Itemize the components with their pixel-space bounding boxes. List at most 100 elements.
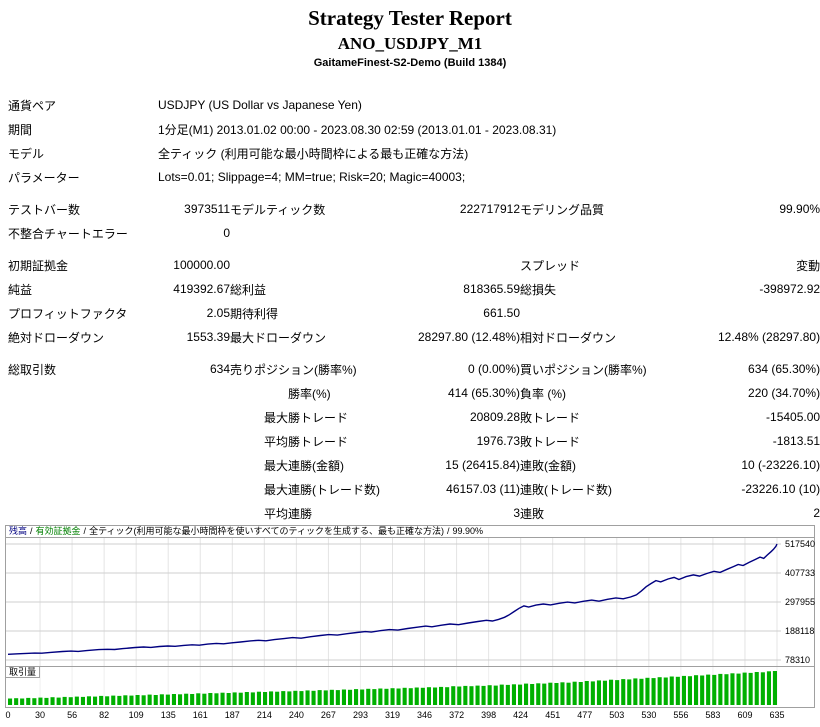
- consec-losses-count-value: -23226.10 (10): [741, 482, 820, 496]
- legend-separator: /: [83, 526, 87, 536]
- spacer-row: [8, 245, 820, 253]
- grossloss-value: -398972.92: [759, 282, 820, 296]
- avg-profit-label: 勝トレード: [288, 434, 349, 449]
- balance-curve: [6, 538, 781, 666]
- avg-consec-wins-label: 連勝: [288, 506, 313, 521]
- y-axis-label: 517540: [785, 539, 816, 549]
- consec-losses-count-label: 連敗(トレード数): [520, 482, 612, 497]
- deposit-value: 100000.00: [173, 258, 230, 272]
- page-title: Strategy Tester Report: [308, 6, 512, 30]
- report-stats-table: 通貨ペア USDJPY (US Dollar vs Japanese Yen) …: [8, 93, 820, 525]
- mismatch-label: 不整合チャートエラー: [8, 226, 128, 241]
- bars-value: 3973511: [184, 202, 230, 216]
- server-build: GaitameFinest-S2-Demo (Build 1384): [313, 57, 507, 69]
- x-axis-label: 372: [449, 710, 465, 720]
- consec-wins-money-value: 15 (26415.84): [445, 458, 520, 472]
- row-currency-pair: 通貨ペア USDJPY (US Dollar vs Japanese Yen): [8, 93, 820, 117]
- avg-consec-losses-value: 2: [813, 506, 820, 520]
- avg-loss-value: -1813.51: [772, 434, 820, 448]
- largest-loss-label: 敗トレード: [520, 410, 581, 425]
- trades-label: 総取引数: [8, 362, 57, 377]
- quality-label: モデリング品質: [520, 202, 605, 217]
- row-average-consecutive: 平均 連勝 3 連敗 2: [8, 501, 820, 525]
- volume-label: 取引量: [6, 667, 41, 678]
- legend-separator: /: [447, 526, 450, 536]
- x-axis-labels: 0 30 56 82 109 135 161 187 214 240 267 293 319 346 372…: [5, 708, 815, 723]
- consec-wins-money-label: 連勝(金額): [288, 458, 344, 473]
- y-axis-label: 407733: [785, 567, 816, 578]
- row-period: 期間 1分足(M1) 2013.01.02 00:00 - 2023.08.30…: [8, 117, 820, 141]
- x-axis-label: 319: [384, 710, 401, 720]
- long-value: 634 (65.30%): [748, 362, 820, 376]
- x-axis-label: 30: [35, 710, 46, 720]
- largest-profit-value: 20809.28: [469, 410, 520, 424]
- x-axis-label: 161: [192, 710, 208, 720]
- row-consecutive-count: 最大 連勝(トレード数) 46157.03 (11) 連敗(トレード数) -23…: [8, 477, 820, 501]
- row-win-loss-rate: 勝率(%) 414 (65.30%) 負率 (%) 220 (34.70%): [8, 381, 820, 405]
- largest-profit-label: 勝トレード: [288, 410, 349, 425]
- trades-value: 634: [209, 362, 230, 376]
- legend-separator: /: [30, 526, 33, 536]
- balance-plot-area: 517540 407733 297955 188118 78310: [5, 537, 815, 667]
- spacer-row: [8, 349, 820, 357]
- x-axis-label: 135: [160, 710, 176, 720]
- short-value: 0 (0.00%): [467, 362, 520, 376]
- reldd-value: 12.48% (28297.80): [718, 330, 820, 344]
- reldd-label: 相対ドローダウン: [520, 330, 617, 345]
- row-profit-factor: プロフィットファクタ 2.05 期待利得 661.50: [8, 301, 820, 325]
- balance-chart: 残高 / 有効証拠金 / 全ティック(利用可能な最小時間枠を使いすべてのティックを生成す…: [5, 525, 815, 723]
- ticks-value: 222717912: [459, 202, 520, 216]
- x-axis-label: 240: [288, 710, 304, 720]
- x-axis-label: 346: [417, 710, 433, 720]
- pair-value: USDJPY (US Dollar vs Japanese Yen): [158, 98, 362, 112]
- ticks-label: モデルティック数: [230, 202, 326, 217]
- x-axis-label: 635: [769, 710, 785, 720]
- x-axis-label: 109: [128, 710, 144, 720]
- row-bars-tested: テストバー数 3973511 モデルティック数 222717912 モデリング品…: [8, 197, 820, 221]
- legend-model-note: 全ティック(利用可能な最小時間枠を使いすべてのティックを生成する、最も正確な方法…: [89, 526, 444, 536]
- params-value: Lots=0.01; Slippage=4; MM=true; Risk=20;…: [158, 170, 466, 184]
- x-axis-label: 398: [481, 710, 497, 720]
- spread-label: スプレッド: [520, 258, 581, 273]
- row-net-profit: 純益 419392.67 総利益 818365.59 総損失 -398972.9…: [8, 277, 820, 301]
- x-axis-label: 530: [641, 710, 657, 720]
- row-drawdown: 絶対ドローダウン 1553.39 最大ドローダウン 28297.80 (12.4…: [8, 325, 820, 349]
- row-mismatched-errors: 不整合チャートエラー 0: [8, 221, 820, 245]
- netprofit-label: 純益: [8, 282, 33, 297]
- losstrades-label: 負率 (%): [520, 386, 566, 401]
- x-axis-label: 609: [737, 710, 753, 720]
- maxdd-value: 28297.80 (12.48%): [418, 330, 520, 344]
- row-total-trades: 総取引数 634 売りポジション(勝率%) 0 (0.00%) 買いポジション(…: [8, 357, 820, 381]
- consec-wins-count-value: 46157.03 (11): [446, 482, 520, 496]
- x-axis-label: 56: [67, 710, 78, 720]
- deposit-label: 初期証拠金: [8, 258, 69, 273]
- period-value: 1分足(M1) 2013.01.02 00:00 - 2023.08.30 02…: [158, 122, 557, 137]
- consec-losses-money-value: 10 (-23226.10): [741, 458, 820, 472]
- row-parameters: パラメーター Lots=0.01; Slippage=4; MM=true; R…: [8, 165, 820, 189]
- payoff-label: 期待利得: [230, 306, 279, 321]
- row-average-trade: 平均 勝トレード 1976.73 敗トレード -1813.51: [8, 429, 820, 453]
- avg-loss-label: 敗トレード: [520, 434, 581, 449]
- grossprofit-value: 818365.59: [463, 282, 520, 296]
- row-largest-trade: 最大 勝トレード 20809.28 敗トレード -15405.00: [8, 405, 820, 429]
- absdd-value: 1553.39: [186, 330, 230, 344]
- y-axis-label: 188118: [785, 625, 815, 636]
- x-axis-label: 267: [320, 710, 336, 720]
- x-axis-label: 477: [577, 710, 593, 720]
- losstrades-value: 220 (34.70%): [748, 386, 820, 400]
- largest-label: 最大: [263, 482, 288, 497]
- x-axis-label: 187: [224, 710, 240, 720]
- avg-consec-wins-value: 3: [513, 506, 520, 520]
- row-consecutive-money: 最大 連勝(金額) 15 (26415.84) 連敗(金額) 10 (-2322…: [8, 453, 820, 477]
- x-axis-label: 451: [545, 710, 561, 720]
- largest-label: 最大: [263, 458, 288, 473]
- avg-consec-losses-label: 連敗: [520, 506, 545, 521]
- pf-value: 2.05: [206, 306, 230, 320]
- payoff-value: 661.50: [483, 306, 520, 320]
- x-axis-label: 0: [5, 710, 11, 720]
- x-axis-label: 583: [705, 710, 721, 720]
- avg-label: 平均: [263, 434, 288, 449]
- legend-quality: 99.90%: [452, 526, 484, 536]
- long-label: 買いポジション(勝率%): [520, 362, 647, 377]
- largest-loss-value: -15405.00: [766, 410, 820, 424]
